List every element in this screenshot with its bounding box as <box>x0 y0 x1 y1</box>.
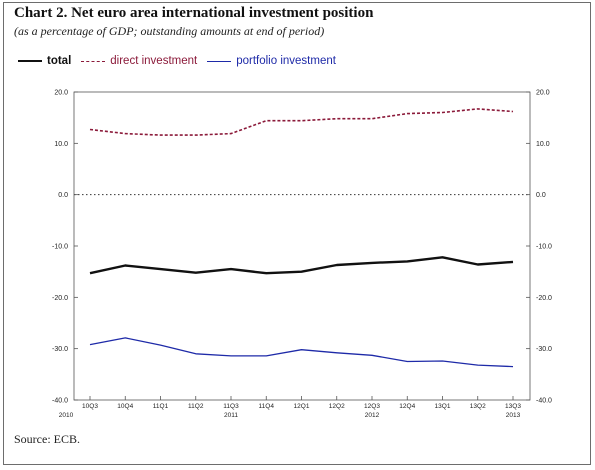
y-tick-label-right: -30.0 <box>536 346 552 353</box>
y-tick-label-left: 0.0 <box>58 192 68 199</box>
y-tick-label-right: -40.0 <box>536 398 552 405</box>
x-tick-label: 11Q1 <box>153 403 169 410</box>
x-year-label: 2012 <box>365 412 380 419</box>
y-axis-ticks: 20.0 20.0 10.0 10.0 0.0 0.0 -10.0 -10.0 -20.0 -20… <box>52 90 552 405</box>
legend-item-total: total <box>18 55 71 67</box>
x-tick-label: 12Q1 <box>294 403 310 410</box>
x-axis-ticks: 10Q3 10Q4 11Q1 11Q2 11Q3 11Q4 12Q1 12Q2 12Q3 12Q4… <box>59 396 521 419</box>
series-line-direct-investment <box>89 108 514 136</box>
y-tick-label-left: 10.0 <box>54 141 68 148</box>
plot-area <box>73 91 531 401</box>
legend-swatch-portfolio-investment <box>207 60 232 62</box>
x-tick-label: 12Q3 <box>364 403 380 410</box>
legend-label-portfolio-investment: portfolio investment <box>236 55 336 67</box>
legend-item-direct-investment: direct investment <box>81 55 197 67</box>
y-tick-label-right: 10.0 <box>536 141 550 148</box>
y-tick-label-right: -20.0 <box>536 295 552 302</box>
x-year-label: 2011 <box>224 412 238 419</box>
x-tick-label: 11Q3 <box>223 403 239 410</box>
x-tick-label: 13Q2 <box>470 403 486 410</box>
chart-legend: total direct investment portfolio invest… <box>18 55 346 67</box>
x-tick-label: 11Q2 <box>188 403 204 410</box>
chart-source: Source: ECB. <box>14 432 80 446</box>
legend-swatch-direct-investment <box>81 60 106 62</box>
x-tick-label: 13Q1 <box>435 403 451 410</box>
x-year-label: 2013 <box>506 412 521 419</box>
x-tick-label: 12Q2 <box>329 403 345 410</box>
y-tick-label-left: -40.0 <box>52 398 68 405</box>
legend-item-portfolio-investment: portfolio investment <box>207 55 336 67</box>
y-tick-label-left: 20.0 <box>54 90 68 97</box>
y-tick-label-right: 20.0 <box>536 90 550 97</box>
x-tick-label: 13Q3 <box>505 403 521 410</box>
y-tick-label-left: -10.0 <box>52 244 68 251</box>
series-line-portfolio-investment <box>89 337 514 368</box>
plot-border <box>73 91 531 401</box>
chart-frame <box>3 2 591 465</box>
y-tick-label-left: -30.0 <box>52 346 68 353</box>
x-tick-label: 10Q4 <box>117 403 133 410</box>
series-lines <box>89 108 514 368</box>
legend-label-direct-investment: direct investment <box>110 55 198 67</box>
x-tick-label: 11Q4 <box>259 403 275 410</box>
legend-swatch-total <box>18 60 42 62</box>
legend-label-total: total <box>47 55 72 67</box>
y-tick-label-right: 0.0 <box>536 192 546 199</box>
series-line-total <box>89 256 514 275</box>
y-tick-label-left: -20.0 <box>52 295 68 302</box>
chart-title: Chart 2. Net euro area international inv… <box>14 5 374 21</box>
y-tick-label-right: -10.0 <box>536 244 552 251</box>
chart-subtitle: (as a percentage of GDP; outstanding amo… <box>14 24 325 38</box>
x-tick-label: 10Q3 <box>82 403 98 410</box>
x-tick-label: 12Q4 <box>399 403 415 410</box>
x-year-label: 2010 <box>59 412 74 419</box>
